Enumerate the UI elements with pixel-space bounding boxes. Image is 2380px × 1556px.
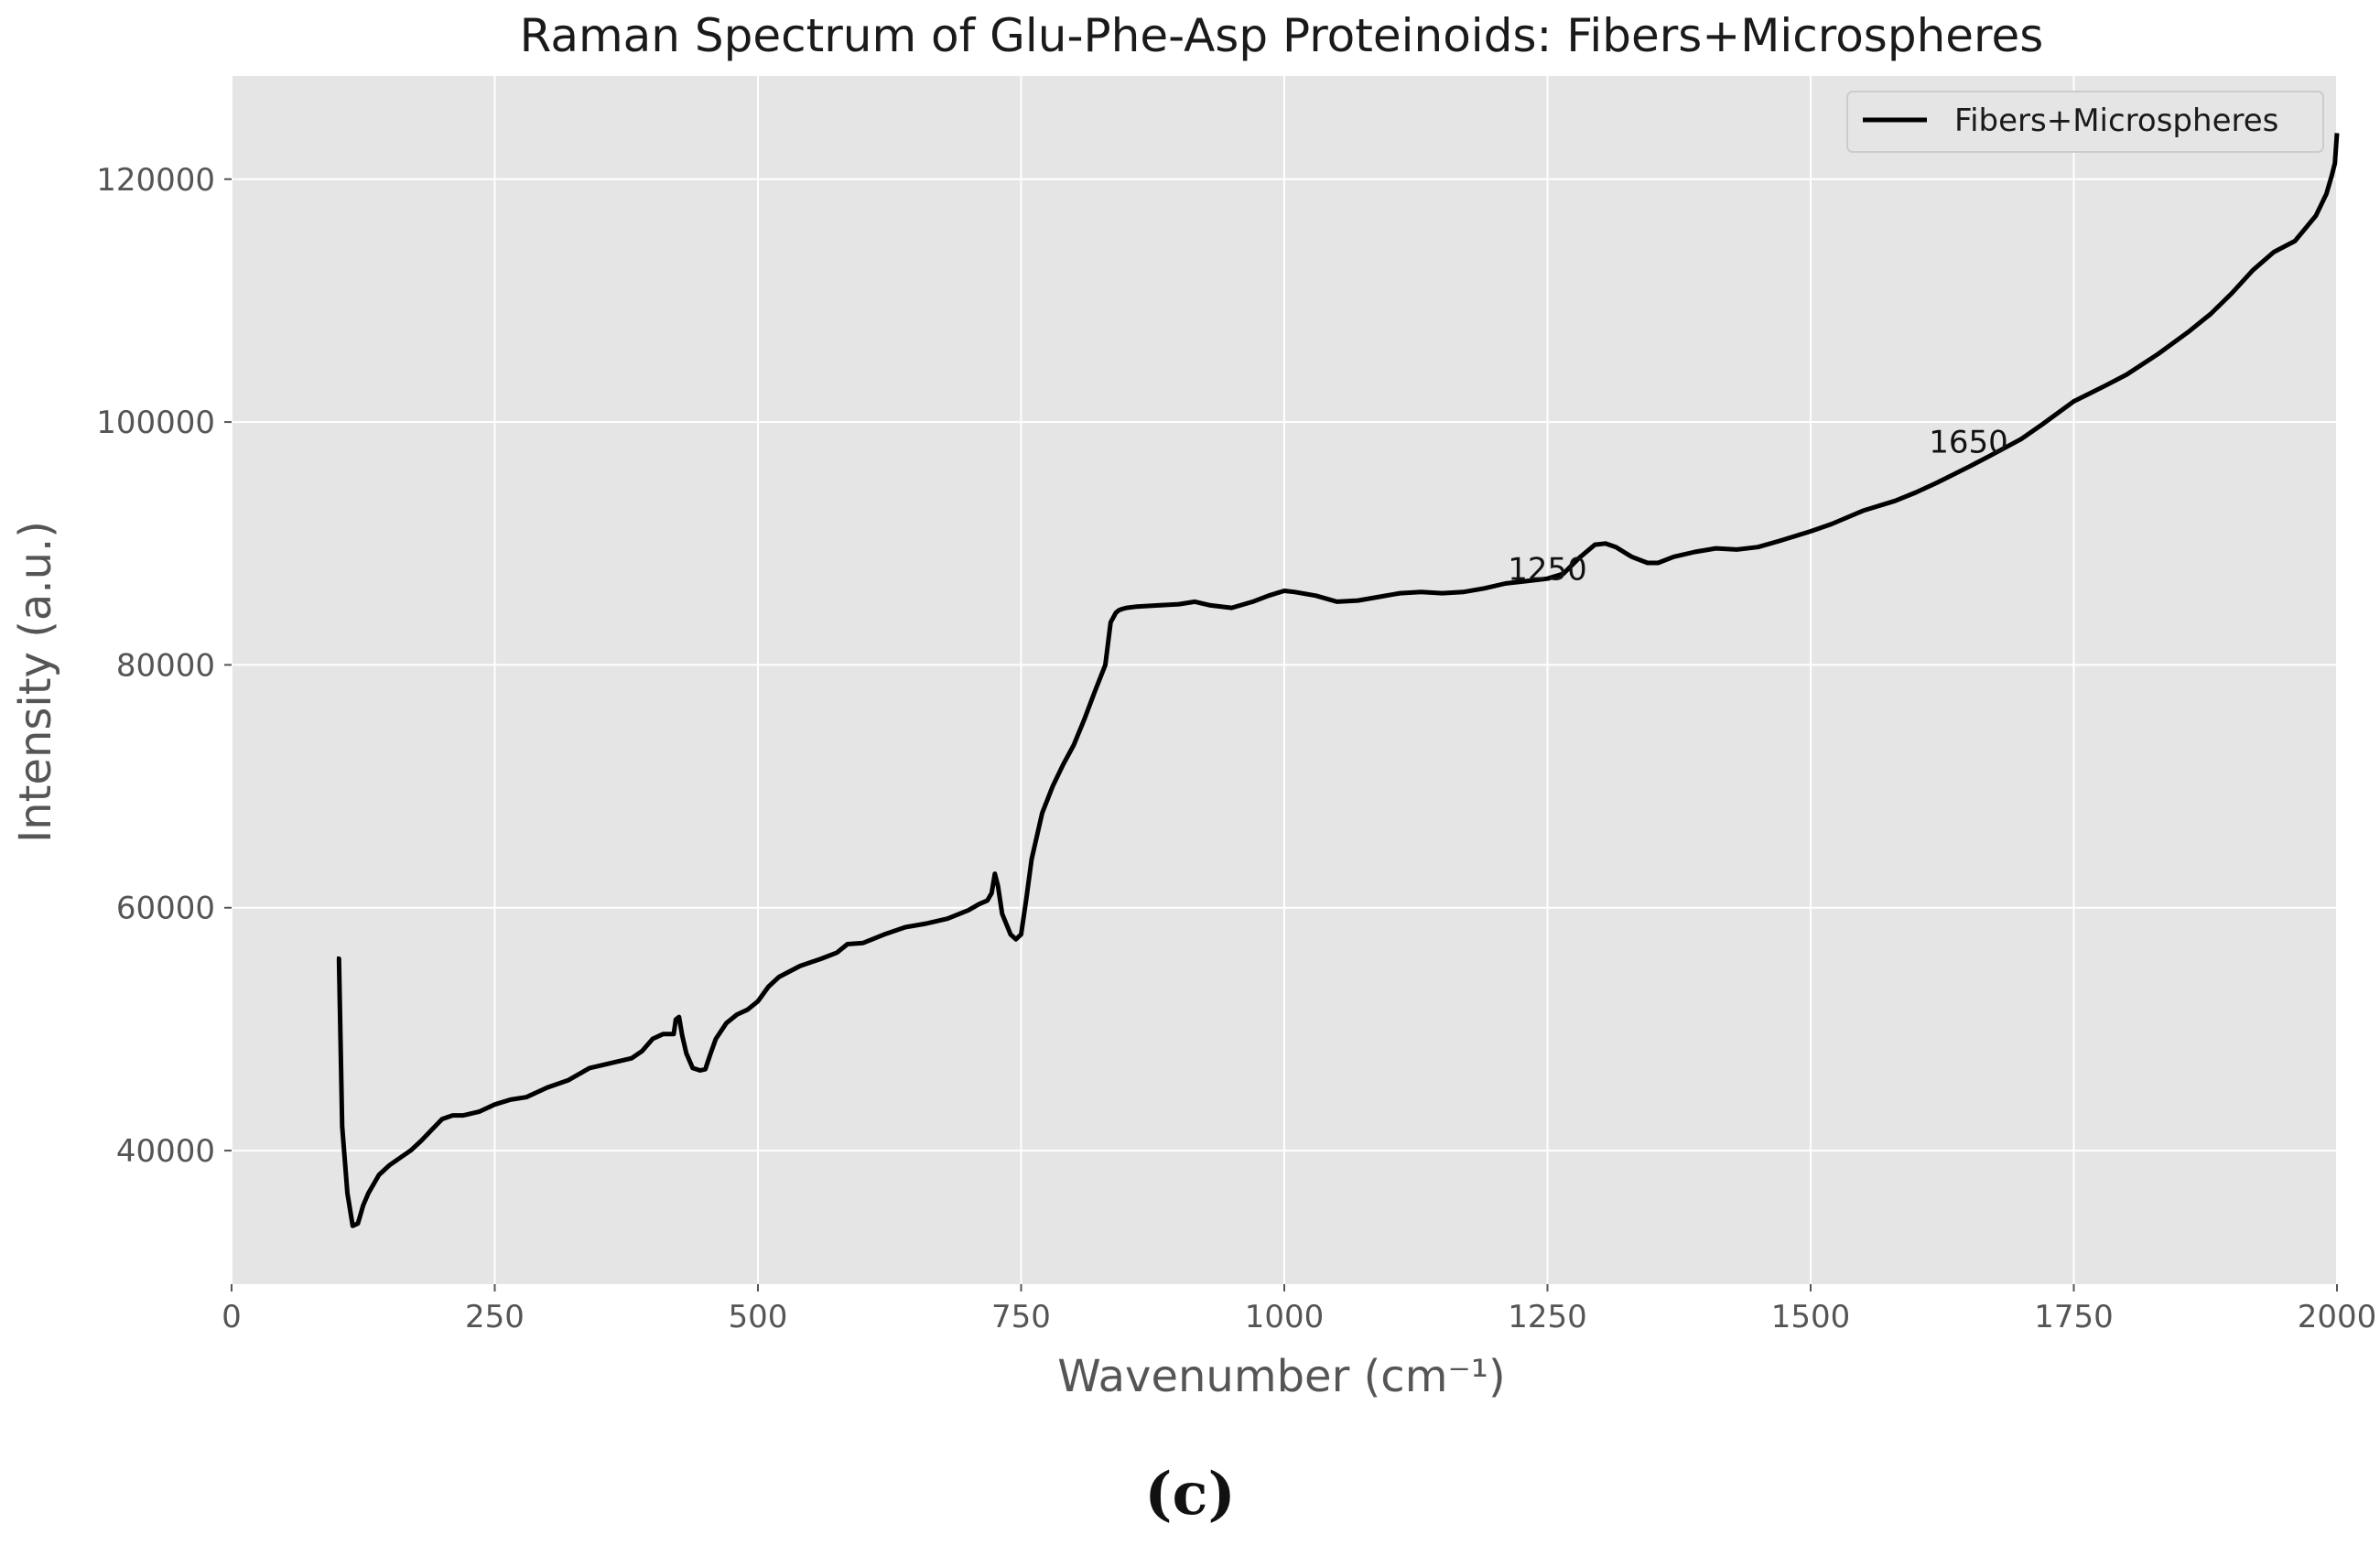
series-layer (336, 133, 2340, 1228)
y-axis-label: Intensity (a.u.) (10, 521, 61, 843)
annotation-layer: 1250 1650 (1508, 424, 2008, 588)
x-tick-label: 1750 (2034, 1299, 2114, 1335)
y-axis-ticks: 40000 60000 80000 100000 120000 (96, 162, 232, 1170)
x-tick-label: 1000 (1245, 1299, 1325, 1335)
panel-caption: (c) (1144, 1460, 1236, 1529)
legend: Fibers+Microspheres (1846, 91, 2324, 153)
peak-annotation: 1250 (1508, 552, 1587, 589)
x-axis-label: Wavenumber (cm⁻¹) (1057, 1351, 1506, 1402)
x-tick-label: 2000 (2298, 1299, 2377, 1335)
legend-box (1846, 91, 2324, 153)
x-tick-label: 1250 (1508, 1299, 1587, 1335)
x-tick-label: 250 (465, 1299, 525, 1335)
y-tick-label: 80000 (116, 647, 215, 684)
y-tick-label: 120000 (96, 162, 215, 199)
chart-title: Raman Spectrum of Glu-Phe-Asp Proteinoid… (520, 9, 2044, 62)
y-tick-label: 100000 (96, 405, 215, 441)
peak-annotation: 1650 (1929, 424, 2008, 460)
series-line-0 (336, 133, 2340, 1228)
x-tick-label: 500 (729, 1299, 788, 1335)
y-tick-label: 40000 (116, 1133, 215, 1170)
x-tick-label: 0 (222, 1299, 242, 1335)
x-tick-label: 750 (991, 1299, 1051, 1335)
x-tick-label: 1500 (1771, 1299, 1851, 1335)
y-tick-label: 60000 (116, 891, 215, 927)
legend-label: Fibers+Microspheres (1954, 103, 2278, 139)
x-axis-ticks: 0 250 500 750 1000 1250 1500 1750 2000 (222, 1284, 2376, 1335)
grid-lines (231, 76, 2338, 1284)
